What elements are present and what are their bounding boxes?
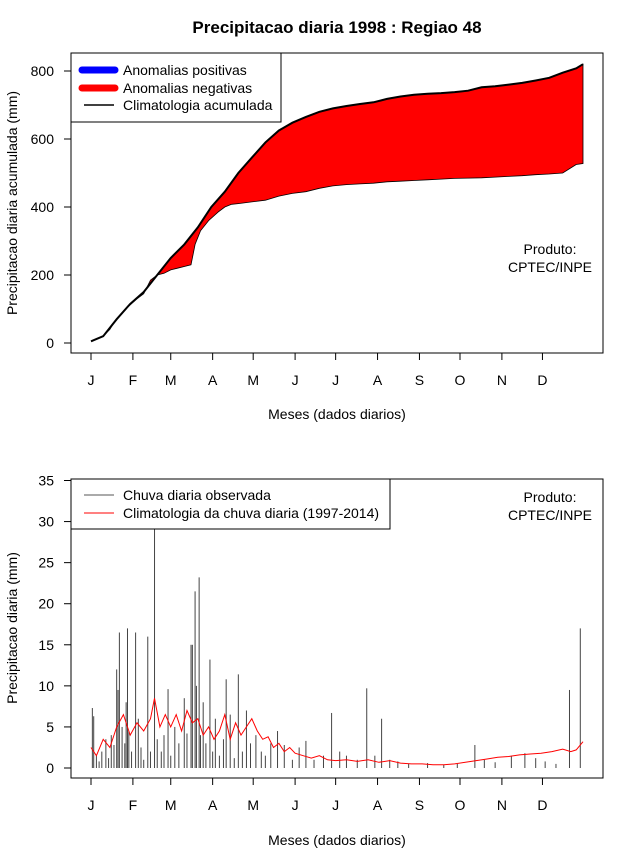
x-tick-label: F: [129, 372, 138, 388]
legend-entry-positive: Anomalias positivas: [123, 62, 247, 78]
x-tick-label: A: [373, 797, 383, 813]
y-tick-label: 15: [38, 637, 54, 653]
y-tick-label: 30: [38, 514, 54, 530]
x-tick-label: F: [129, 797, 138, 813]
legend-top: Anomalias positivas Anomalias negativas …: [70, 52, 282, 123]
x-axis-label-top: Meses (dados diarios): [268, 406, 406, 422]
x-tick-label: D: [537, 372, 547, 388]
x-tick-label: M: [165, 372, 177, 388]
x-tick-label: N: [497, 372, 507, 388]
x-tick-label: A: [373, 372, 383, 388]
legend-entry-observed: Chuva diaria observada: [123, 487, 271, 503]
plot-frame-top: [70, 52, 604, 354]
climatology-daily-line: [90, 698, 584, 766]
y-tick-label: 35: [38, 473, 54, 489]
y-tick-label: 5: [46, 719, 54, 735]
x-tick-label: N: [497, 797, 507, 813]
x-tick-label: J: [332, 797, 339, 813]
y-axis-label-bottom: Precipitacao diaria (mm): [4, 552, 20, 704]
annotation-product-label: Produto:: [524, 241, 577, 257]
x-tick-label: J: [88, 797, 95, 813]
legend-box-bottom: [70, 478, 391, 530]
x-tick-label: M: [247, 372, 259, 388]
y-tick-label: 25: [38, 555, 54, 571]
y-tick-label: 400: [31, 199, 55, 215]
x-axis-label-bottom: Meses (dados diarios): [268, 832, 406, 848]
legend-entry-climatology: Climatologia acumulada: [123, 97, 273, 113]
x-tick-label: O: [455, 797, 466, 813]
annotation-product-source: CPTEC/INPE: [508, 259, 592, 275]
x-tick-label: S: [415, 797, 424, 813]
x-tick-label: J: [332, 372, 339, 388]
y-axis-label-top: Precipitacao diaria acumulada (mm): [4, 91, 20, 315]
y-tick-label: 10: [38, 678, 54, 694]
chart-title: Precipitacao diaria 1998 : Regiao 48: [192, 18, 481, 37]
y-axis-top: 0 200 400 600 800: [31, 63, 71, 351]
y-tick-label: 800: [31, 63, 55, 79]
x-tick-label: A: [208, 797, 218, 813]
climatology-cumulative-line: [90, 63, 584, 343]
x-tick-label: M: [247, 797, 259, 813]
legend-bottom: Chuva diaria observada Climatologia da c…: [70, 478, 391, 530]
x-tick-label: J: [88, 372, 95, 388]
y-tick-label: 600: [31, 131, 55, 147]
observed-bars-layer: [91, 521, 581, 768]
annotation-product-label-bottom: Produto:: [524, 489, 577, 505]
x-tick-label: M: [165, 797, 177, 813]
x-tick-label: J: [292, 372, 299, 388]
y-tick-label: 200: [31, 267, 55, 283]
daily-panel: 0 5 10 15 20 25 30 35 J F M A M J J A S O N D Meses (dados…: [4, 473, 604, 848]
legend-entry-climatology-daily: Climatologia da chuva diaria (1997-2014): [123, 505, 379, 521]
x-tick-label: J: [292, 797, 299, 813]
annotation-product-source-bottom: CPTEC/INPE: [508, 507, 592, 523]
y-tick-label: 0: [46, 335, 54, 351]
y-axis-bottom: 0 5 10 15 20 25 30 35: [38, 473, 71, 776]
legend-entry-negative: Anomalias negativas: [123, 80, 252, 96]
x-tick-label: D: [537, 797, 547, 813]
x-tick-label: A: [208, 372, 218, 388]
cumulative-panel: 0 200 400 600 800 J F M A M J J A S O N D Meses (dados …: [4, 52, 604, 422]
y-tick-label: 20: [38, 596, 54, 612]
y-tick-label: 0: [46, 760, 54, 776]
x-tick-label: O: [455, 372, 466, 388]
x-tick-label: S: [415, 372, 424, 388]
